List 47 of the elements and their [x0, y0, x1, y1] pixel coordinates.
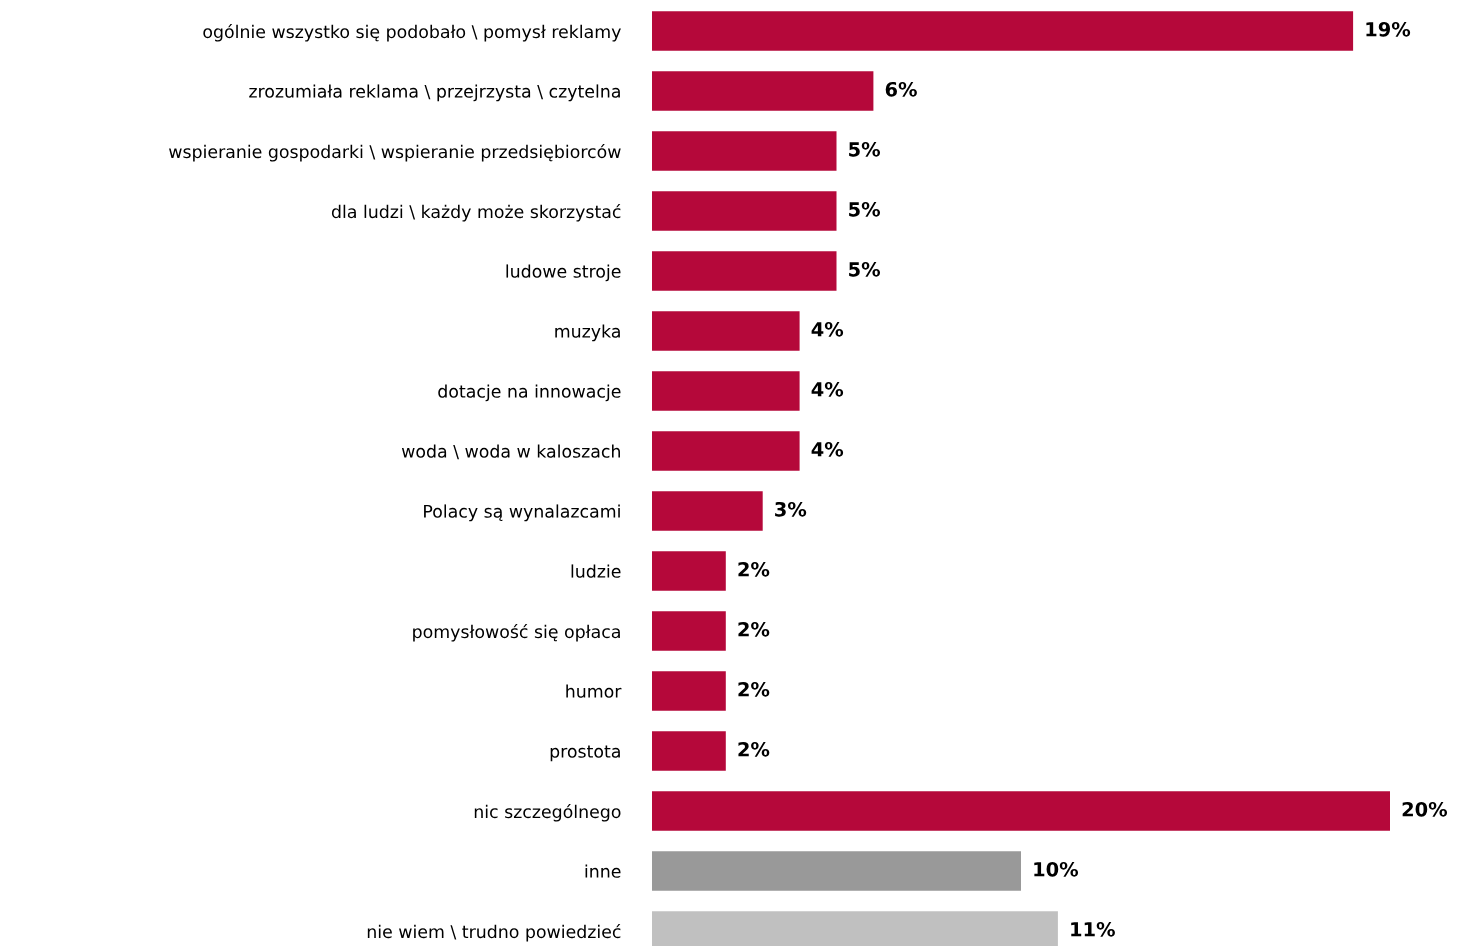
data-label: 6%	[885, 81, 917, 97]
bar	[652, 131, 837, 171]
y-tick-label: nic szczególnego	[474, 804, 621, 822]
bar	[652, 431, 800, 471]
data-label: 2%	[738, 681, 770, 697]
data-label: 19%	[1366, 21, 1411, 37]
data-label: 4%	[811, 441, 844, 457]
y-tick-label: zrozumiała reklama \ przejrzysta \ czytelna	[249, 84, 620, 102]
bar	[652, 251, 837, 291]
y-tick-label: humor	[566, 684, 622, 698]
y-tick-label: woda \ woda w kaloszach	[401, 444, 620, 460]
y-tick-label: pomysłowość się opłaca	[413, 624, 620, 642]
y-tick-label: dotacje na innowacje	[438, 384, 621, 402]
data-label: 10%	[1034, 861, 1079, 877]
y-tick-label: dla ludzi \ każdy może skorzystać	[331, 204, 621, 222]
data-label: 2%	[738, 621, 770, 637]
bar	[652, 491, 763, 531]
bar	[652, 851, 1021, 891]
data-label: 5%	[849, 201, 880, 217]
bar	[652, 791, 1390, 831]
bar	[652, 731, 726, 771]
data-label: 4%	[811, 381, 844, 397]
data-label: 5%	[849, 141, 880, 157]
bar	[652, 371, 800, 411]
data-label: 20%	[1402, 801, 1448, 817]
y-tick-label: ogólnie wszystko się podobało \ pomysł reklamy	[203, 24, 621, 42]
y-tick-label: ludzie	[571, 564, 621, 578]
bar	[652, 611, 726, 651]
bar	[652, 551, 726, 591]
bar	[652, 671, 726, 711]
data-label: 3%	[775, 501, 807, 517]
y-tick-label: wspieranie gospodarki \ wspieranie przedsiębiorców	[169, 144, 621, 162]
y-tick-label: nie wiem \ trudno powiedzieć	[367, 924, 621, 942]
bar	[652, 191, 837, 231]
data-label: 2%	[738, 741, 770, 757]
y-tick-label: ludowe stroje	[506, 264, 621, 282]
data-label: 4%	[811, 321, 844, 337]
data-label: 5%	[849, 261, 880, 277]
bar	[652, 71, 874, 111]
y-tick-label: inne	[585, 864, 621, 878]
data-label: 11%	[1071, 921, 1115, 937]
y-tick-label: Polacy są wynalazcami	[424, 504, 620, 522]
bar	[652, 11, 1354, 51]
y-tick-label: muzyka	[555, 324, 620, 342]
bar	[652, 311, 800, 351]
data-label: 2%	[738, 561, 770, 577]
y-tick-label: prostota	[550, 745, 620, 762]
